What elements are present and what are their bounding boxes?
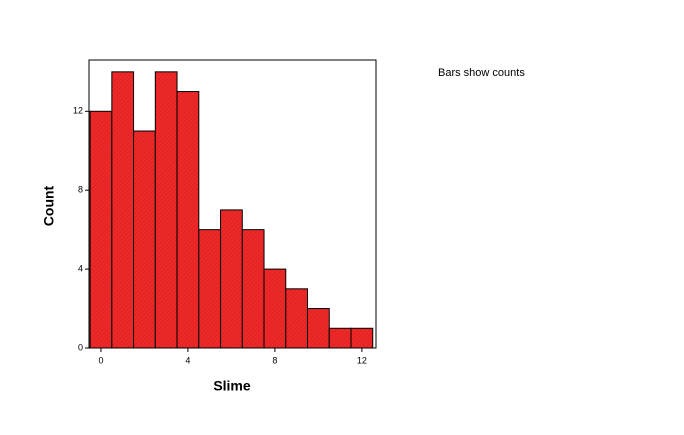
bar-hatch [285,288,308,348]
x-tick-label: 4 [185,355,190,365]
y-tick-label: 8 [78,185,83,195]
x-axis-label: Slime [213,378,251,394]
bar-hatch [350,328,373,348]
bar-hatch [198,229,221,348]
x-tick-label: 0 [98,355,103,365]
y-tick-label: 12 [73,106,83,116]
bar-hatch [329,328,351,348]
x-tick-label: 12 [357,355,367,365]
bar-hatch [90,111,112,348]
bar-hatch [242,229,265,348]
bar-hatch [133,131,156,348]
y-tick-label: 0 [78,342,83,352]
bar-hatch [220,209,243,348]
annotation: Bars show counts [438,67,525,79]
y-tick-label: 4 [78,263,83,273]
x-tick-label: 8 [272,355,277,365]
y-axis-label: Count [41,185,57,226]
bar-hatch [177,91,199,348]
bar-hatch [155,71,178,348]
bar-hatch [307,308,330,348]
bar-hatch [264,269,286,348]
bar-hatch [111,71,134,348]
